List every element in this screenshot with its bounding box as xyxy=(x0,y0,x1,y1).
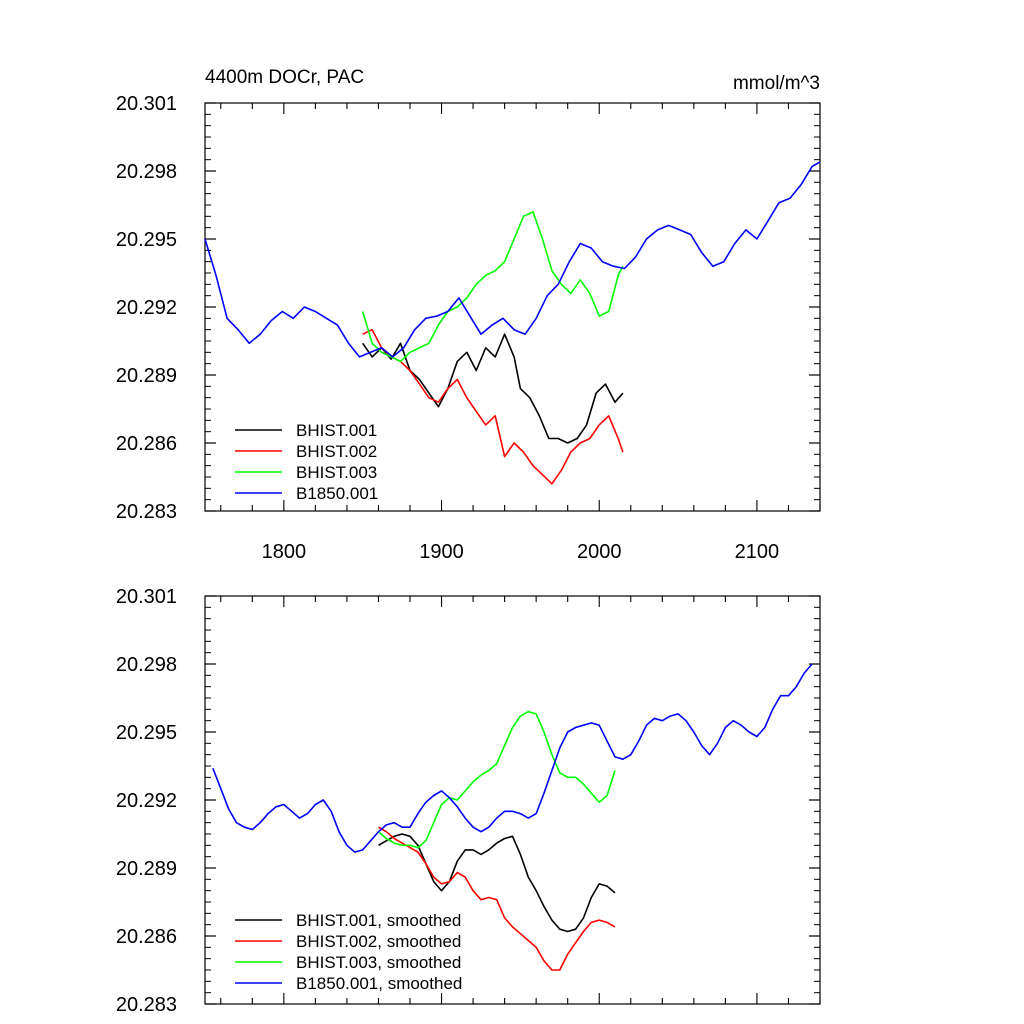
legend-label: BHIST.003 xyxy=(296,463,377,482)
series-line-2 xyxy=(377,710,616,849)
legend-label: BHIST.002, smoothed xyxy=(296,932,461,951)
series-line-0 xyxy=(362,333,624,444)
x-tick-label: 2100 xyxy=(735,541,780,563)
legend-label: B1850.001 xyxy=(296,484,378,503)
series-line-3 xyxy=(204,161,821,358)
y-tick-label: 20.289 xyxy=(116,365,177,387)
y-tick-label: 20.301 xyxy=(116,586,177,608)
y-tick-label: 20.292 xyxy=(116,297,177,319)
y-tick-label: 20.286 xyxy=(116,926,177,948)
series-line-2 xyxy=(361,211,624,363)
y-tick-label: 20.292 xyxy=(116,790,177,812)
top-panel: 20.283 20.286 20.289 20.292 20.295 20.298 20.3… xyxy=(116,67,821,563)
y-tick-label: 20.298 xyxy=(116,161,177,183)
legend-label: BHIST.003, smoothed xyxy=(296,953,461,972)
bottom-panel: 20.283 20.286 20.289 20.292 20.295 20.298 20.3… xyxy=(116,586,821,1016)
y-tick-label: 20.295 xyxy=(116,722,177,744)
series-line-1 xyxy=(378,826,616,971)
x-tick-label: 1800 xyxy=(262,541,307,563)
y-tick-label: 20.289 xyxy=(116,858,177,880)
x-tick-label: 2000 xyxy=(577,541,622,563)
series-line-0 xyxy=(378,833,616,933)
y-tick-label: 20.298 xyxy=(116,654,177,676)
units-label: mmol/m^3 xyxy=(733,73,820,94)
y-tick-label: 20.286 xyxy=(116,433,177,455)
legend-label: BHIST.001 xyxy=(296,421,377,440)
x-tick-label: 1900 xyxy=(419,541,464,563)
chart-title: 4400m DOCr, PAC xyxy=(205,67,364,88)
y-tick-label: 20.295 xyxy=(116,229,177,251)
y-tick-label: 20.301 xyxy=(116,93,177,115)
legend-label: BHIST.002 xyxy=(296,442,377,461)
legend-label: B1850.001, smoothed xyxy=(296,974,462,993)
series-line-1 xyxy=(362,328,624,485)
y-tick-label: 20.283 xyxy=(116,994,177,1016)
series-line-3 xyxy=(212,663,813,853)
legend-label: BHIST.001, smoothed xyxy=(296,911,461,930)
y-tick-label: 20.283 xyxy=(116,501,177,523)
